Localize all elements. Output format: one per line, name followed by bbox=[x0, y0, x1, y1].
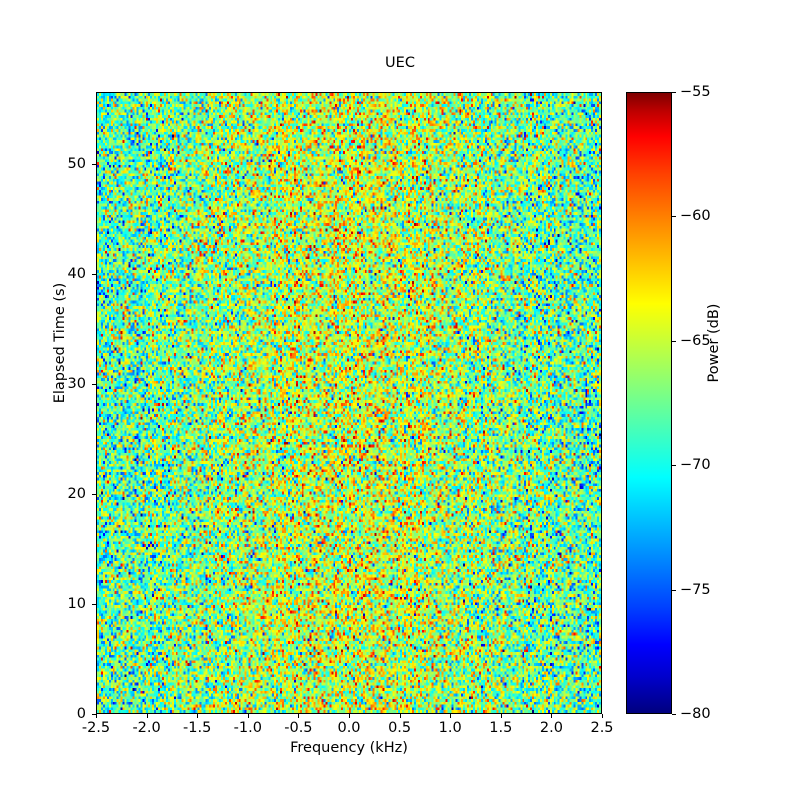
colorbar-tick-label: −70 bbox=[680, 457, 711, 474]
x-tick-mark bbox=[96, 714, 98, 718]
x-tick-mark bbox=[602, 714, 604, 718]
x-tick-mark bbox=[500, 714, 502, 718]
x-tick-mark bbox=[197, 714, 199, 718]
y-tick-label: 30 bbox=[67, 375, 86, 392]
x-tick-mark bbox=[247, 714, 249, 718]
x-tick-label: 2.5 bbox=[590, 720, 614, 736]
x-tick-label: -2.5 bbox=[81, 720, 111, 736]
colorbar-tick-label: −65 bbox=[680, 332, 711, 349]
x-tick-mark bbox=[450, 714, 452, 718]
spectrogram-plot-area bbox=[96, 92, 602, 714]
x-tick-label: 2.0 bbox=[539, 720, 563, 736]
y-tick-label: 50 bbox=[67, 155, 86, 172]
y-tick-mark bbox=[92, 714, 96, 716]
x-tick-label: -1.5 bbox=[183, 720, 212, 736]
y-tick-label: 10 bbox=[67, 595, 86, 612]
x-tick-label: 0.0 bbox=[337, 720, 361, 736]
title-station-name: UEC bbox=[385, 55, 415, 72]
x-axis-label: Frequency (kHz) bbox=[290, 740, 408, 756]
x-tick-mark bbox=[399, 714, 401, 718]
x-tick-label: -0.5 bbox=[284, 720, 313, 736]
y-tick-mark bbox=[92, 383, 96, 385]
power-colorbar bbox=[626, 92, 672, 714]
y-tick-mark bbox=[92, 493, 96, 495]
x-tick-mark bbox=[298, 714, 300, 718]
colorbar-tick-mark bbox=[672, 465, 676, 467]
x-tick-mark bbox=[349, 714, 351, 718]
x-tick-mark bbox=[551, 714, 553, 718]
colorbar-tick-label: −60 bbox=[680, 208, 711, 225]
y-tick-label: 40 bbox=[67, 265, 86, 282]
colorbar-tick-mark bbox=[672, 589, 676, 591]
x-tick-label: -1.0 bbox=[233, 720, 262, 736]
colorbar-tick-mark bbox=[672, 92, 676, 94]
colorbar-tick-mark bbox=[672, 340, 676, 342]
y-tick-label: 0 bbox=[76, 706, 86, 722]
spectrogram-image bbox=[97, 93, 601, 713]
x-tick-mark bbox=[146, 714, 148, 718]
x-tick-label: 0.5 bbox=[388, 720, 412, 736]
colorbar-tick-label: −80 bbox=[680, 706, 711, 722]
y-tick-mark bbox=[92, 603, 96, 605]
y-tick-mark bbox=[92, 163, 96, 165]
y-tick-mark bbox=[92, 273, 96, 275]
x-tick-label: -2.0 bbox=[132, 720, 161, 736]
colorbar-tick-mark bbox=[672, 714, 676, 716]
colorbar-tick-label: −55 bbox=[680, 84, 711, 100]
x-tick-label: 1.0 bbox=[438, 720, 462, 736]
colorbar-tick-mark bbox=[672, 216, 676, 218]
y-tick-label: 20 bbox=[67, 485, 86, 502]
x-tick-label: 1.5 bbox=[489, 720, 513, 736]
colorbar-tick-label: −75 bbox=[680, 581, 711, 598]
